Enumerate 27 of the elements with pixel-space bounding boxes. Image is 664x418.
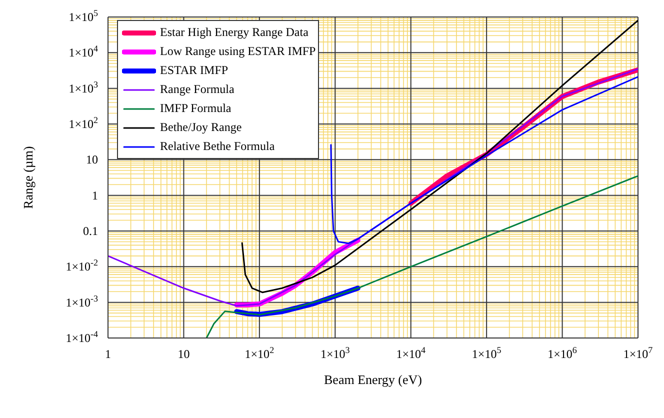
y-axis-title: Range (µm) xyxy=(20,146,36,209)
x-tick-label: 1 xyxy=(105,347,111,361)
x-axis-title: Beam Energy (eV) xyxy=(324,372,422,387)
x-tick-label: 1×10$^{6}$ xyxy=(548,345,578,361)
y-tick-label: 1×10$^{-2}$ xyxy=(66,258,98,274)
x-tick-label: 1×10$^{4}$ xyxy=(396,345,426,361)
legend-label: Low Range using ESTAR IMFP xyxy=(160,44,316,59)
y-tick-label: 10 xyxy=(86,152,98,167)
legend-label: Estar High Energy Range Data xyxy=(160,25,308,40)
y-tick-label: 1×10$^{-4}$ xyxy=(66,329,98,345)
y-tick-label: 0.1 xyxy=(83,224,98,238)
y-tick-label: 1×10$^{5}$ xyxy=(68,8,98,24)
legend-label: IMFP Formula xyxy=(160,101,232,116)
legend-label: Bethe/Joy Range xyxy=(160,120,242,135)
y-tick-label: 1×10$^{3}$ xyxy=(68,79,98,96)
x-tick-label: 10 xyxy=(178,347,190,361)
legend-label: Range Formula xyxy=(160,82,234,97)
y-tick-label: 1 xyxy=(92,188,98,202)
x-tick-label: 1×10$^{2}$ xyxy=(244,345,274,361)
x-tick-label: 1×10$^{3}$ xyxy=(320,345,350,361)
legend-label: Relative Bethe Formula xyxy=(160,139,275,154)
y-tick-label: 1×10$^{4}$ xyxy=(68,44,98,60)
y-tick-label: 1×10$^{-3}$ xyxy=(66,293,98,310)
legend-label: ESTAR IMFP xyxy=(160,63,228,78)
x-tick-label: 1×10$^{7}$ xyxy=(623,345,654,361)
y-tick-label: 1×10$^{2}$ xyxy=(68,115,98,131)
x-tick-label: 1×10$^{5}$ xyxy=(472,345,502,361)
